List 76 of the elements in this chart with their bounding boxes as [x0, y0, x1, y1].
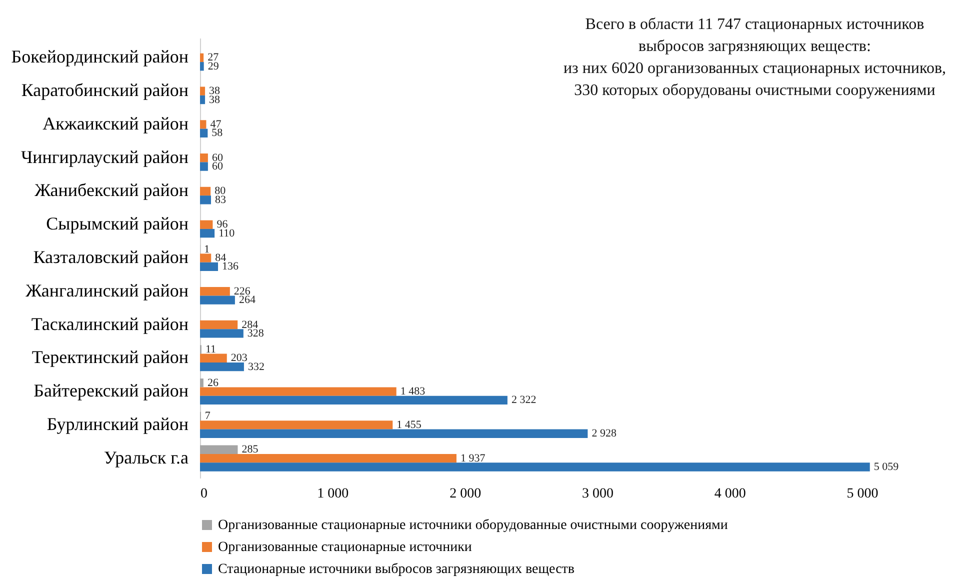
y-tick-label: Бокейординский район: [11, 46, 189, 67]
data-label: 2 928: [592, 428, 617, 440]
annotation: 330 которых оборудованы очистными сооружениями: [573, 81, 936, 101]
x-tick-label: 5 000: [846, 486, 878, 502]
y-tick-label: Таскалинский район: [31, 314, 189, 334]
bar: [200, 329, 244, 338]
y-tick-label: Чингирлауский район: [20, 146, 189, 167]
data-label: 1 937: [460, 452, 486, 464]
data-label: 60: [212, 160, 224, 173]
text: Всего в области 11 747 стационарных источников: [584, 15, 926, 35]
data-label: 83: [214, 194, 226, 206]
y-tick-label: Акжаикский район: [42, 113, 189, 134]
data-label: 58: [212, 127, 224, 140]
y-tick-label: Жангалинский район: [26, 280, 189, 300]
bar: [200, 53, 204, 62]
data-label: 136: [222, 260, 240, 273]
annotation: из них 6020 организованных стационарных источников,: [563, 59, 946, 79]
bar: [200, 95, 206, 104]
bar: [200, 454, 456, 463]
bar: [200, 320, 238, 330]
annotation: выбросов загрязняющих веществ:: [638, 37, 872, 57]
y-tick-label: Уральск г.а: [104, 447, 189, 468]
bar: [200, 287, 230, 296]
data-label: 2 322: [511, 394, 536, 406]
bar: [200, 162, 208, 171]
bar: [200, 296, 235, 304]
x-tick-label: 3 000: [582, 486, 614, 502]
data-label: 29: [208, 60, 220, 72]
data-label: 38: [209, 94, 221, 106]
data-label: 7: [204, 410, 211, 422]
y-tick-label: Каратобинский район: [21, 80, 189, 100]
bar: [200, 396, 508, 405]
data-label: 26: [207, 376, 219, 389]
y-tick-label: Казталовский район: [33, 247, 189, 267]
bar: [200, 128, 208, 138]
data-label: 110: [218, 227, 236, 240]
bar: [200, 378, 204, 388]
y-tick-label: Жанибекский район: [34, 180, 189, 200]
x-tick-label: 0: [200, 486, 208, 502]
data-label: 5 059: [874, 460, 900, 473]
legend-label: Организованные стационарные источники оборудованные очистными сооружениями: [218, 518, 728, 533]
bar: [200, 62, 204, 71]
bar: [200, 387, 396, 396]
data-label: 1 455: [396, 418, 422, 431]
bar: [200, 445, 238, 454]
x-tick-label: 4 000: [714, 486, 746, 502]
bar: [200, 354, 227, 362]
x-tick-label: 1 000: [317, 486, 349, 502]
bar: [200, 86, 206, 96]
bar: [200, 186, 211, 196]
bar: [200, 154, 208, 162]
legend-label: Организованные стационарные источники: [218, 540, 472, 555]
bar: [200, 196, 211, 204]
data-label: 285: [242, 444, 259, 456]
y-tick-label: Сырымский район: [46, 214, 189, 234]
bar: [200, 254, 212, 262]
data-label: 1 483: [400, 386, 426, 398]
data-label: 1: [204, 243, 210, 256]
data-label: 264: [238, 294, 256, 306]
bar: [200, 220, 213, 229]
y-tick-label: Байтерекский район: [34, 380, 189, 401]
bar: [200, 228, 215, 238]
data-label: 203: [230, 352, 248, 364]
bar: [200, 429, 588, 438]
legend-label: Стационарные источники выбросов загрязняющих веществ: [218, 562, 575, 577]
bar: [200, 262, 218, 272]
data-label: 328: [247, 327, 264, 340]
y-tick-label: Теректинский район: [32, 347, 189, 368]
bar: [200, 120, 206, 129]
data-label: 332: [248, 360, 264, 373]
bar: [200, 420, 393, 430]
y-tick-label: Бурлинский район: [46, 414, 189, 434]
bar: [200, 362, 244, 372]
x-tick-label: 2 000: [450, 486, 482, 502]
bar: [200, 462, 870, 472]
data-label: 11: [205, 343, 216, 356]
